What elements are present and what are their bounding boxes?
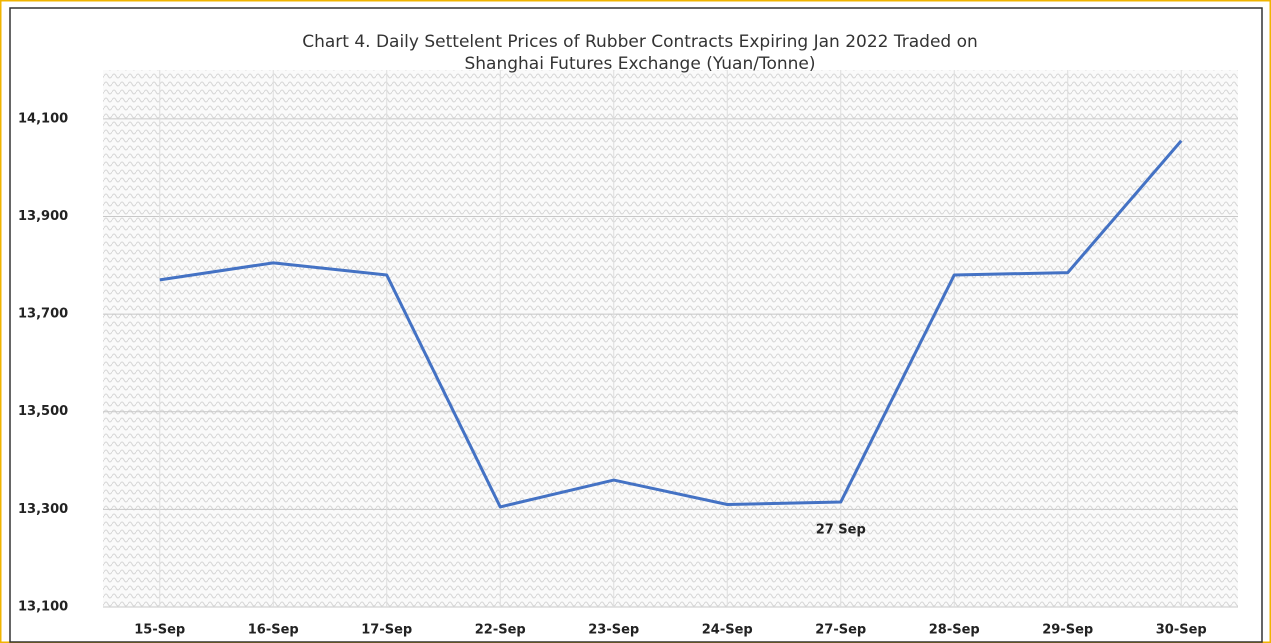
x-tick-label: 24-Sep xyxy=(702,623,753,638)
y-tick-label: 13,900 xyxy=(18,209,68,224)
plot-area xyxy=(103,70,1238,607)
x-tick-label: 16-Sep xyxy=(248,623,299,638)
x-tick-label: 30-Sep xyxy=(1156,623,1207,638)
chart-border xyxy=(9,7,1263,643)
x-tick-label: 17-Sep xyxy=(361,623,412,638)
y-tick-label: 13,500 xyxy=(18,404,68,419)
chart-title: Shanghai Futures Exchange (Yuan/Tonne) xyxy=(464,54,815,74)
annotation: 27 Sep xyxy=(816,523,866,538)
x-tick-label: 28-Sep xyxy=(929,623,980,638)
x-tick-label: 22-Sep xyxy=(475,623,526,638)
x-tick-label: 27-Sep xyxy=(815,623,866,638)
x-tick-label: 15-Sep xyxy=(134,623,185,638)
x-tick-label: 29-Sep xyxy=(1042,623,1093,638)
y-tick-label: 13,100 xyxy=(18,600,68,615)
chart-title: Chart 4. Daily Settelent Prices of Rubbe… xyxy=(302,32,978,52)
y-tick-label: 13,300 xyxy=(18,502,68,517)
y-tick-label: 13,700 xyxy=(18,307,68,322)
x-tick-label: 23-Sep xyxy=(588,623,639,638)
line-series xyxy=(159,139,1183,509)
y-tick-label: 14,100 xyxy=(18,111,68,126)
